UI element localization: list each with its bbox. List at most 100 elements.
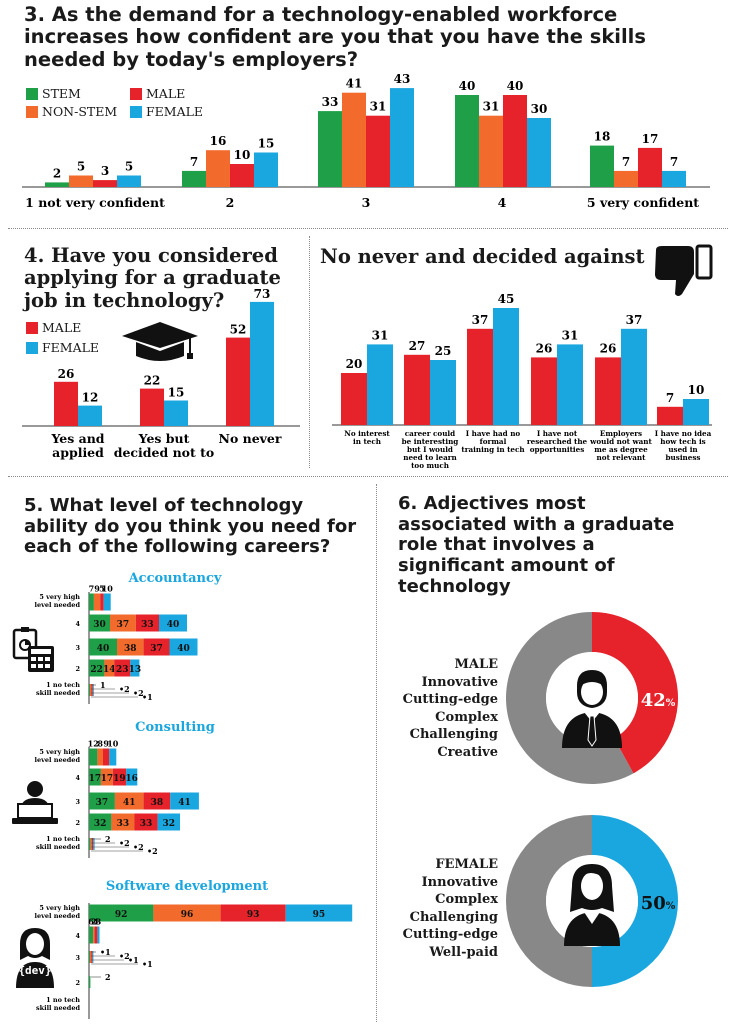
data-label: 7 bbox=[622, 155, 630, 169]
data-label: 17 bbox=[89, 774, 102, 784]
bar-segment-female bbox=[126, 768, 138, 786]
data-label: •2 bbox=[133, 842, 144, 852]
laptop-user-icon bbox=[12, 781, 58, 824]
bar-segment-female bbox=[97, 926, 100, 944]
bar-female bbox=[250, 301, 274, 426]
bar-male bbox=[503, 95, 527, 187]
percent-label: 42% bbox=[641, 690, 676, 711]
row-label: 5 very high level needed bbox=[35, 593, 81, 609]
group-title: Accountancy bbox=[128, 571, 222, 586]
bar-segment-non-stem bbox=[100, 768, 113, 786]
bar-male bbox=[657, 406, 683, 425]
data-label: 9 bbox=[103, 739, 109, 749]
data-label: 12 bbox=[82, 391, 99, 405]
bar-female bbox=[117, 175, 141, 187]
data-label: •1 bbox=[142, 959, 153, 969]
calculator-icon bbox=[12, 627, 54, 672]
row-label: 3 bbox=[75, 954, 80, 962]
data-label: 40 bbox=[459, 79, 476, 93]
data-label: 31 bbox=[372, 328, 389, 342]
bar-female bbox=[557, 344, 583, 425]
bar-segment-female bbox=[92, 684, 94, 696]
row-label: 2 bbox=[75, 979, 80, 987]
bar-segment-stem bbox=[89, 976, 91, 988]
data-label: 33 bbox=[322, 95, 339, 109]
data-label: 4 bbox=[93, 917, 99, 927]
data-label: •1 bbox=[100, 947, 111, 957]
data-label: 7 bbox=[670, 155, 678, 169]
q5-title: 5. What level of technology ability do y… bbox=[24, 495, 357, 558]
tick-label: I have had no formal training in tech bbox=[461, 429, 525, 454]
bar-segment-non-stem bbox=[90, 951, 92, 963]
bar-segment-female bbox=[285, 904, 353, 922]
data-label: 2 bbox=[105, 972, 111, 982]
bar-male bbox=[230, 164, 254, 187]
female-adjective: Challenging bbox=[409, 909, 498, 925]
data-label: 32 bbox=[94, 819, 107, 829]
row-label: 1 no tech skill needed bbox=[36, 996, 81, 1012]
bar-male bbox=[54, 381, 78, 426]
bar-segment-male bbox=[91, 838, 94, 850]
data-label: 27 bbox=[409, 339, 426, 353]
bar-segment-stem bbox=[89, 614, 110, 632]
legend-female-label: FEMALE bbox=[42, 340, 100, 355]
bar-stem bbox=[45, 182, 69, 187]
data-label: 30 bbox=[531, 102, 548, 116]
row-label: 5 very high level needed bbox=[35, 904, 81, 920]
businesswoman-icon bbox=[564, 864, 620, 946]
tick-label: 3 bbox=[362, 195, 371, 210]
data-label: 33 bbox=[140, 819, 153, 829]
female-adjective: Well-paid bbox=[429, 944, 498, 960]
businessman-icon bbox=[562, 670, 622, 748]
data-label: 2 bbox=[105, 834, 111, 844]
data-label: •2 bbox=[119, 684, 130, 694]
q4-chart: 26 12 Yes and applied 22 15 Yes but decided not… bbox=[22, 287, 300, 460]
q3-chart: 2 5 3 51 not very confident7161015233413143… bbox=[22, 72, 710, 210]
data-label: 40 bbox=[97, 644, 110, 654]
data-label: 20 bbox=[346, 357, 363, 371]
data-label: 26 bbox=[600, 341, 617, 355]
data-label: 37 bbox=[626, 313, 643, 327]
bar-male bbox=[531, 357, 557, 425]
bar-segment-non-stem bbox=[114, 792, 144, 810]
tick-label: 4 bbox=[498, 195, 507, 210]
bar-segment-stem bbox=[89, 926, 94, 944]
female-developer-icon bbox=[16, 928, 54, 988]
bar-male bbox=[366, 115, 390, 187]
data-label: 10 bbox=[102, 584, 114, 594]
divider bbox=[376, 484, 377, 1022]
data-label: 26 bbox=[536, 341, 553, 355]
bar-segment-non-stem bbox=[110, 614, 136, 632]
legend-male-label: MALE bbox=[42, 320, 82, 335]
bar-segment-female bbox=[170, 792, 199, 810]
data-label: 93 bbox=[247, 910, 260, 920]
data-label: 3 bbox=[96, 917, 102, 927]
data-label: 41 bbox=[178, 798, 191, 808]
bar-segment-male bbox=[91, 951, 93, 963]
data-label: 5 bbox=[125, 160, 133, 174]
bar-stem bbox=[590, 145, 614, 187]
data-label: 14 bbox=[103, 665, 116, 675]
group-title: Software development bbox=[106, 879, 268, 894]
data-label: 95 bbox=[313, 910, 326, 920]
donut-slice-male bbox=[592, 612, 678, 774]
data-label: 30 bbox=[93, 620, 106, 630]
data-label: 73 bbox=[254, 287, 271, 301]
row-label: 3 bbox=[75, 798, 80, 806]
data-label: 2 bbox=[91, 917, 97, 927]
bar-male bbox=[140, 388, 164, 426]
row-label: 2 bbox=[75, 819, 80, 827]
q4-title: 4. Have you considered applying for a gr… bbox=[24, 244, 281, 312]
data-label: 13 bbox=[129, 665, 142, 675]
bar-stem bbox=[318, 111, 342, 187]
row-label: 4 bbox=[75, 774, 80, 782]
male-adjective: Cutting-edge bbox=[402, 692, 498, 708]
bar-segment-stem bbox=[89, 659, 105, 677]
data-label: 10 bbox=[107, 739, 119, 749]
row-label: 3 bbox=[75, 644, 80, 652]
developer-icon: {dev} bbox=[10, 926, 60, 988]
male-label: MALE bbox=[454, 657, 498, 672]
bar-segment-stem bbox=[89, 684, 90, 696]
